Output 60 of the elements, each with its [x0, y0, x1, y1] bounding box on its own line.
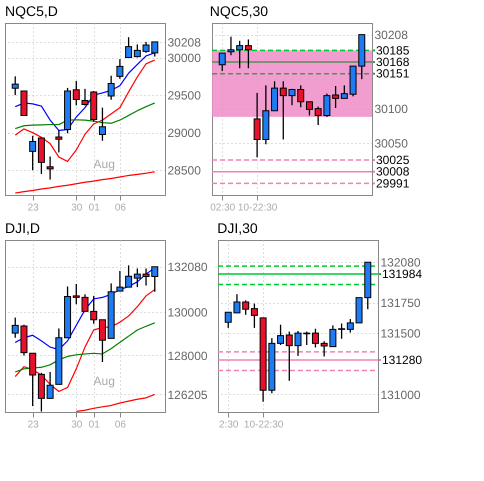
candlestick [108, 75, 115, 100]
y-tick-label: 131500 [380, 326, 421, 341]
y-tick-label: 130000 [168, 305, 208, 320]
x-tick-label: 01 [88, 420, 100, 430]
y-tick-label: 30208 [374, 28, 408, 42]
candlestick [224, 312, 232, 329]
chart-title: DJI,D [5, 220, 40, 236]
y-tick-label: 126205 [168, 388, 208, 402]
line-series [76, 394, 156, 412]
y-tick-label: 29500 [168, 88, 202, 103]
annotation: Aug [94, 374, 115, 388]
ref-line-label: 30025 [376, 153, 410, 168]
ref-line-label: 30008 [376, 164, 410, 179]
x-tick-label: 01 [88, 202, 100, 214]
y-tick-label: 30050 [374, 136, 408, 150]
annotation: Aug [94, 157, 115, 171]
candlestick [46, 156, 54, 180]
candlestick [12, 76, 19, 96]
y-tick-label: 131750 [380, 296, 421, 310]
candlestick [244, 38, 252, 69]
ref-line-label: 30151 [376, 66, 410, 81]
candlestick [72, 80, 80, 106]
ref-line-label: 29991 [376, 176, 410, 190]
ref-line-label: 30185 [376, 43, 410, 58]
x-tick-label: 30 [71, 420, 83, 430]
x-tick-label: 10-22:30 [244, 420, 284, 430]
y-tick-label: 132080 [168, 260, 208, 274]
ref-line-label: 30168 [376, 55, 410, 70]
candlestick [29, 352, 36, 407]
candlestick [151, 266, 158, 292]
line-series [14, 171, 156, 194]
x-tick-label: 23 [28, 420, 40, 430]
candlestick [250, 302, 258, 329]
candlestick [125, 36, 132, 58]
y-tick-label: 30000 [168, 51, 202, 66]
candlestick [12, 316, 19, 338]
chart-title: NQC5,30 [210, 3, 268, 19]
y-tick-label: 30100 [374, 102, 408, 116]
x-tick-label: 30 [71, 202, 83, 214]
ref-line-label: 131280 [382, 353, 422, 368]
candlestick [116, 58, 124, 80]
chart-title: NQC5,D [5, 3, 58, 19]
x-tick-label: 10-22:30 [238, 202, 278, 214]
x-tick-label: 2:30 [219, 420, 239, 430]
y-tick-label: 29000 [168, 126, 202, 140]
candlestick [29, 135, 36, 171]
candlestick [98, 107, 106, 142]
chart-title: DJI,30 [217, 220, 258, 236]
y-tick-label: 131000 [380, 388, 421, 402]
candlestick [218, 52, 226, 72]
candlestick [55, 130, 62, 154]
y-tick-label: 30208 [168, 35, 202, 50]
x-tick-label: 06 [114, 202, 126, 214]
candlestick [151, 41, 158, 58]
x-tick-label: 02:30 [210, 202, 236, 214]
x-tick-label: 23 [28, 202, 40, 214]
y-tick-label: 128000 [168, 348, 208, 363]
y-tick-label: 28500 [168, 164, 202, 178]
x-tick-label: 06 [114, 420, 126, 430]
line-series [14, 102, 156, 130]
